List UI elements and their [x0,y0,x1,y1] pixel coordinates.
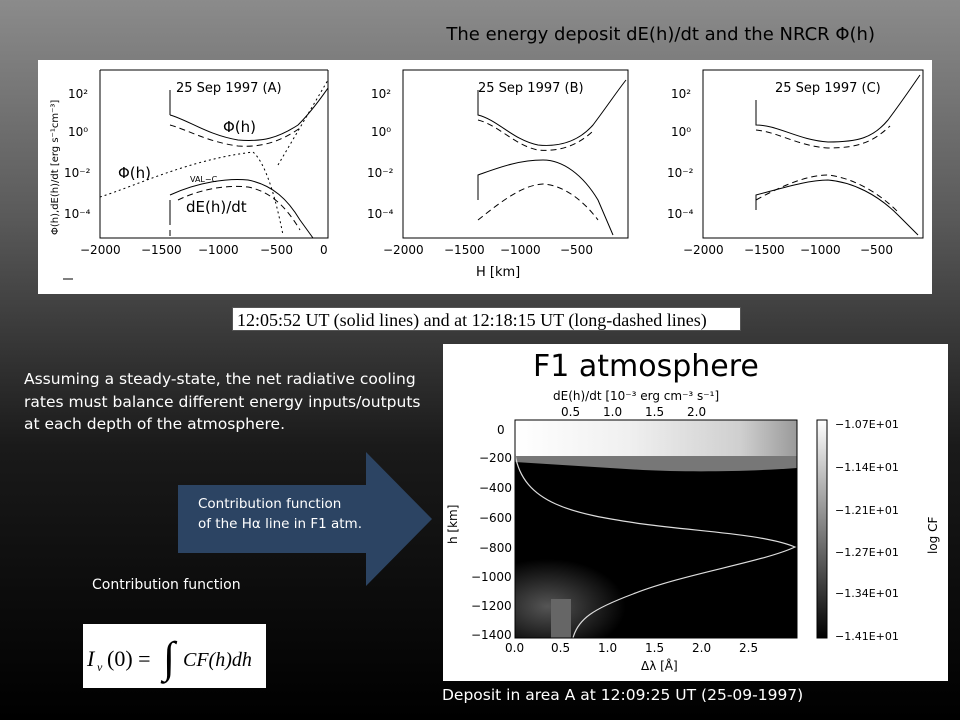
panel-c-ytick: 10² [671,87,691,101]
panel-a-xtick: 0 [320,243,328,257]
de-label: dE(h)/dt [186,198,247,216]
cf-ytick: −1200 [471,599,512,613]
colorbar-label: log CF [926,517,940,554]
panel-b-xtick: −500 [560,243,593,257]
integral-sign-icon: ∫ [160,633,178,684]
panel-a-title: 25 Sep 1997 (A) [176,81,282,96]
colorbar-tick: −1.14E+01 [835,461,899,474]
formula-arg: (0) = [107,646,151,671]
colorbar-tick: −1.21E+01 [835,504,899,517]
cf-ytick: −800 [479,541,512,555]
colorbar-tick: −1.27E+01 [835,546,899,559]
colorbar-tick: −1.34E+01 [835,587,899,600]
panel-c-ytick: 10⁰ [671,125,691,139]
formula-integrand: CF(h)dh [183,649,252,671]
cf-top-tick: 1.5 [645,405,664,419]
cf-xtick: 2.5 [739,641,758,655]
cf-ytick: −1400 [471,628,512,642]
panel-b-title: 25 Sep 1997 (B) [478,81,584,96]
panel-c-xtick: −1500 [744,243,785,257]
panel-a: 25 Sep 1997 (A) 10² 10⁰ 10⁻² 10⁻⁴ Φ(h) Φ… [63,69,329,280]
body-text: Assuming a steady-state, the net radiati… [24,370,421,433]
figure-caption: 12:05:52 UT (solid lines) and at 12:18:1… [232,307,741,331]
panel-c-xtick: −1000 [800,243,841,257]
integral-formula: I ν (0) = ∫ CF(h)dh [83,624,266,688]
cf-xtick: 1.0 [598,641,617,655]
right-arrow-icon [178,452,432,586]
panel-a-xtick: −1500 [141,243,182,257]
arrow-text-line1: Contribution function [198,496,342,512]
panel-b-ytick: 10⁻² [367,166,394,180]
panel-b-xtick: −2000 [383,243,424,257]
cf-ytick: −600 [479,511,512,525]
panel-a-ytick: 10⁰ [68,125,88,139]
cf-ytick: −1000 [471,570,512,584]
panel-c-xtick: −2000 [683,243,724,257]
arrow-text-line2: of the Hα line in F1 atm. [198,516,362,532]
panel-a-xtick: −2000 [80,243,121,257]
deposit-caption: Deposit in area A at 12:09:25 UT (25-09-… [442,686,804,704]
arrow-text: Contribution function of the Hα line in … [198,494,418,534]
cf-ytick: 0 [497,423,505,437]
cf-xtick: 0.5 [551,641,570,655]
slide-title: The energy deposit dE(h)/dt and the NRCR… [446,24,875,45]
contribution-function-figure: F1 atmosphere dE(h)/dt [10⁻³ erg cm⁻³ s⁻… [443,344,948,681]
panel-a-xtick: −1000 [198,243,239,257]
top-ylabel: Φ(h),dE(h)/dt [erg s⁻¹cm⁻³] [50,100,61,235]
panel-b-ytick: 10² [371,87,391,101]
panel-a-xtick: −500 [260,243,293,257]
cf-ytick: −200 [479,451,512,465]
cf-title: F1 atmosphere [533,349,759,384]
cf-top-tick: 1.0 [603,405,622,419]
top-xlabel: H [km] [476,265,520,280]
energy-deposit-figure: Φ(h),dE(h)/dt [erg s⁻¹cm⁻³] 25 Sep 1997 … [38,60,932,294]
panel-b: 25 Sep 1997 (B) 10² 10⁰ 10⁻² 10⁻⁴ −2000 … [367,69,629,280]
panel-c-ytick: 10⁻⁴ [667,207,694,221]
cf-xtick: 2.0 [692,641,711,655]
panel-c-xtick: −500 [860,243,893,257]
cf-xlabel: Δλ [Å] [641,658,678,673]
panel-b-ytick: 10⁻⁴ [367,207,394,221]
cf-ylabel: h [km] [446,505,460,544]
cf-top-axis-label: dE(h)/dt [10⁻³ erg cm⁻³ s⁻¹] [553,389,719,403]
cf-xtick: 1.5 [645,641,664,655]
panel-b-xtick: −1500 [444,243,485,257]
panel-a-ytick: 10⁻² [64,166,91,180]
cf-ytick: −400 [479,481,512,495]
panel-b-xtick: −1000 [500,243,541,257]
panel-a-ytick: 10⁻⁴ [64,207,91,221]
panel-c-ytick: 10⁻² [667,166,694,180]
phi-label-a: Φ(h) [223,118,256,136]
valc-label: VAL−C [190,175,218,184]
panel-a-ytick: 10² [68,87,88,101]
phi-label-left: Φ(h) [118,164,151,182]
contribution-function-label: Contribution function [92,577,241,593]
cf-top-tick: 2.0 [687,405,706,419]
colorbar-tick: −1.07E+01 [835,418,899,431]
cf-top-tick: 0.5 [561,405,580,419]
panel-c-title: 25 Sep 1997 (C) [775,81,881,96]
cf-xtick: 0.0 [505,641,524,655]
formula-subscript: ν [97,660,103,674]
panel-c: 25 Sep 1997 (C) 10² 10⁰ 10⁻² 10⁻⁴ −2000 … [667,69,924,257]
colorbar-tick: −1.41E+01 [835,630,899,643]
panel-b-ytick: 10⁰ [371,125,391,139]
formula-lhs: I [86,646,96,671]
